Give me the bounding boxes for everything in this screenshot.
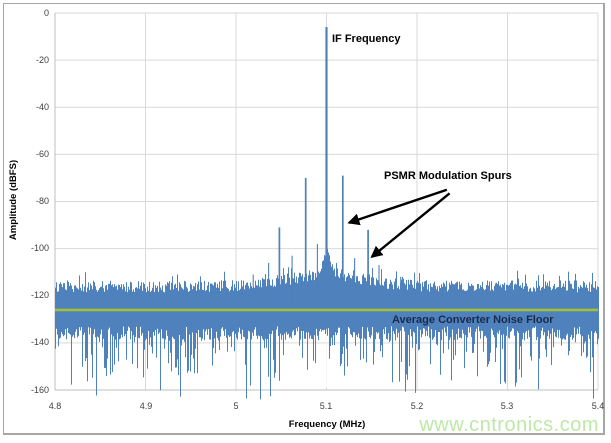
y-tick-label: -80 bbox=[35, 196, 49, 206]
y-tick-label: -160 bbox=[30, 385, 49, 395]
y-tick-label: -40 bbox=[35, 102, 49, 112]
y-tick-label: -100 bbox=[30, 243, 49, 253]
y-tick-label: -120 bbox=[30, 290, 49, 300]
chart-border bbox=[3, 3, 605, 435]
y-tick-label: -140 bbox=[30, 337, 49, 347]
x-tick-label: 5.3 bbox=[500, 401, 514, 411]
noise-floor-annotation: Average Converter Noise Floor bbox=[392, 314, 554, 326]
x-tick-label: 4.9 bbox=[139, 401, 153, 411]
y-tick-label: 0 bbox=[43, 8, 49, 18]
if-frequency-annotation: IF Frequency bbox=[332, 33, 401, 45]
x-tick-label: 5.4 bbox=[591, 401, 605, 411]
y-tick-label: -60 bbox=[35, 149, 49, 159]
x-tick-label: 5 bbox=[233, 401, 239, 411]
psmr-modulation-spurs-annotation: PSMR Modulation Spurs bbox=[384, 170, 512, 182]
x-tick-label: 5.1 bbox=[319, 401, 333, 411]
x-axis-label: Frequency (MHz) bbox=[288, 419, 366, 430]
watermark: www.cntronics.com bbox=[419, 414, 599, 436]
y-tick-label: -20 bbox=[35, 55, 49, 65]
x-tick-label: 4.8 bbox=[48, 401, 62, 411]
y-axis-label: Amplitude (dBFS) bbox=[8, 159, 19, 241]
x-tick-label: 5.2 bbox=[410, 401, 424, 411]
